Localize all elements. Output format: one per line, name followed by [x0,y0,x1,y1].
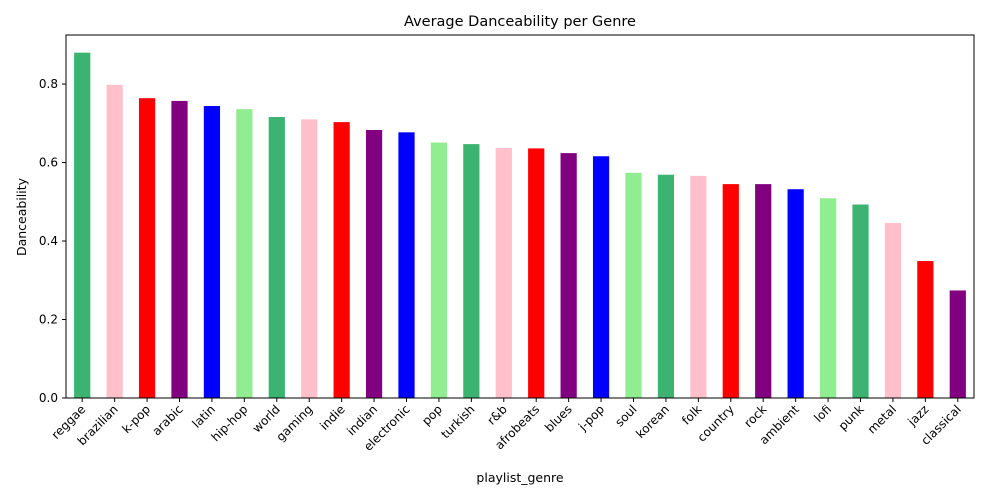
bar-k-pop [138,98,156,398]
bar-ambient [787,189,804,398]
bar-afrobeats [528,148,545,398]
y-axis-ticks: 0.0 0.2 0.4 0.6 0.8 [39,77,66,405]
y-tick-label: 0.8 [39,77,58,91]
bars-group [74,52,966,399]
y-axis-label: Danceability [14,177,29,256]
x-axis-label: playlist_genre [476,470,563,485]
x-tick-label: hip-hop [208,402,250,444]
x-tick-label: metal [865,402,899,436]
chart-title: Average Danceability per Genre [404,14,636,30]
bar-arabic [171,100,188,398]
bar-country [722,184,739,398]
bar-punk [852,204,869,398]
x-tick-label: folk [679,402,704,427]
bar-indian [365,129,383,399]
bar-folk [690,175,707,398]
y-tick-label: 0.0 [39,391,58,405]
bar-blues [560,153,577,398]
bar-pop [430,142,448,398]
bar-jazz [917,261,934,398]
x-tick-label: turkish [438,402,477,441]
x-tick-label: soul [612,402,639,429]
plot-area: 0.00.20.40.60.8 reggaebraziliank-poparab… [39,34,975,454]
bar-world [268,117,285,399]
x-tick-label: arabic [149,402,185,438]
bar-j-pop [592,156,610,398]
plot-frame [65,34,975,399]
bar-brazilian [106,84,123,398]
y-tick-label: 0.4 [39,234,58,248]
x-tick-label: punk [836,402,867,433]
y-tick-label: 0.6 [39,156,58,170]
x-tick-label: korean [633,402,672,441]
bar-classical [949,290,966,398]
bar-indie [333,122,350,399]
x-tick-label: lofi [811,402,834,425]
x-tick-label: latin [190,402,219,431]
x-tick-label: k-pop [119,402,153,436]
bar-turkish [463,144,480,398]
y-tick-label: 0.2 [39,313,58,327]
x-tick-label: rock [741,402,769,430]
x-tick-label: gaming [273,402,315,444]
bar-reggae [74,52,91,399]
bar-hip-hop [236,109,253,398]
bar-r&b [495,148,512,398]
bar-metal [884,222,902,398]
x-tick-label: r&b [485,402,510,427]
x-tick-label: blues [542,402,575,435]
bar-soul [625,172,642,398]
bar-gaming [301,119,318,398]
bar-lofi [819,198,837,398]
bar-latin [203,106,221,398]
x-tick-label: pop [419,402,445,428]
bar-rock [755,184,772,398]
bar-korean [657,174,675,398]
x-tick-label: jazz [904,402,931,429]
bar-electronic [398,132,415,398]
x-tick-label: j-pop [575,402,607,434]
